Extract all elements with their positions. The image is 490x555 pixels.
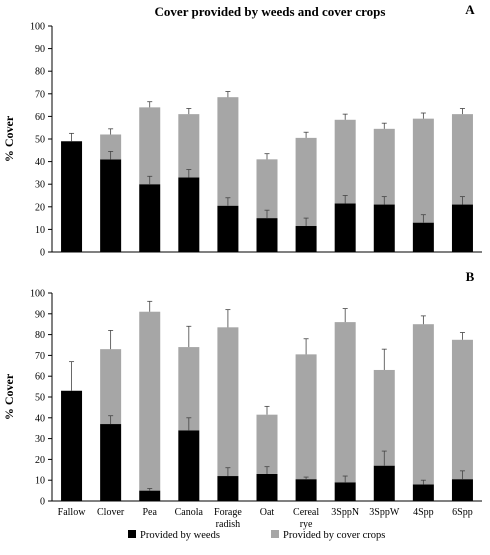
bar-weeds <box>256 218 278 252</box>
x-tick-label: 3SppN <box>331 507 359 518</box>
legend-swatch <box>271 530 279 538</box>
bar-weeds <box>295 479 317 501</box>
legend-swatch <box>128 530 136 538</box>
bar-cover-crops <box>451 114 473 205</box>
bar-cover-crops <box>139 107 161 185</box>
y-tick-label: 90 <box>35 309 45 320</box>
bar-weeds <box>412 222 434 252</box>
y-tick-label: 60 <box>35 112 45 123</box>
y-axis-label: % Cover <box>2 373 16 420</box>
bar-weeds <box>100 159 122 252</box>
y-tick-label: 90 <box>35 44 45 55</box>
bar-cover-crops <box>373 128 395 205</box>
y-tick-label: 70 <box>35 351 45 362</box>
y-tick-label: 10 <box>35 476 45 487</box>
bar-cover-crops <box>451 339 473 480</box>
x-tick-label: Pea <box>143 507 158 518</box>
bar-weeds <box>295 226 317 252</box>
y-tick-label: 40 <box>35 157 45 168</box>
y-tick-label: 0 <box>40 248 45 259</box>
bar-weeds <box>217 205 239 252</box>
y-tick-label: 30 <box>35 434 45 445</box>
bar-weeds <box>61 141 83 252</box>
bar-cover-crops <box>217 97 239 206</box>
y-tick-label: 80 <box>35 67 45 78</box>
x-tick-label: 4Spp <box>413 507 434 518</box>
y-axis-label: % Cover <box>2 115 16 162</box>
bar-weeds <box>451 204 473 252</box>
y-tick-label: 70 <box>35 89 45 100</box>
legend: Provided by weeds Provided by cover crops <box>128 530 385 541</box>
panel-label: B <box>466 269 475 284</box>
x-tick-label: Fallow <box>58 507 87 518</box>
bar-cover-crops <box>412 324 434 485</box>
x-tick-label: Forage <box>214 507 242 518</box>
bar-weeds <box>451 479 473 501</box>
x-tick-label: rye <box>300 519 313 530</box>
x-tick-label: Canola <box>175 507 204 518</box>
bar-cover-crops <box>373 369 395 466</box>
y-tick-label: 100 <box>30 289 45 300</box>
bar-cover-crops <box>295 354 317 480</box>
bar-cover-crops <box>256 159 278 219</box>
x-tick-label: 6Spp <box>452 507 473 518</box>
bar-cover-crops <box>139 311 161 491</box>
bar-weeds <box>412 484 434 501</box>
bar-cover-crops <box>178 347 200 431</box>
x-tick-label: 3SppW <box>369 507 400 518</box>
legend-label: Provided by weeds <box>140 530 220 541</box>
y-tick-label: 50 <box>35 393 45 404</box>
bar-weeds <box>334 203 356 252</box>
y-tick-label: 50 <box>35 135 45 146</box>
bar-cover-crops <box>100 134 122 160</box>
bar-cover-crops <box>100 349 122 425</box>
y-tick-label: 20 <box>35 455 45 466</box>
bar-weeds <box>100 424 122 501</box>
y-tick-label: 40 <box>35 413 45 424</box>
bar-weeds <box>178 430 200 501</box>
bar-cover-crops <box>412 118 434 223</box>
bar-weeds <box>139 490 161 501</box>
bar-weeds <box>373 204 395 252</box>
y-tick-label: 0 <box>40 497 45 508</box>
bar-cover-crops <box>217 327 239 477</box>
bar-cover-crops <box>178 114 200 178</box>
x-tick-label: Oat <box>260 507 275 518</box>
y-tick-label: 20 <box>35 202 45 213</box>
bar-weeds <box>139 184 161 252</box>
chart-title: Cover provided by weeds and cover crops <box>155 4 386 19</box>
panel-label: A <box>465 2 475 17</box>
bar-weeds <box>178 177 200 252</box>
y-tick-label: 10 <box>35 225 45 236</box>
y-tick-label: 100 <box>30 22 45 33</box>
y-tick-label: 30 <box>35 180 45 191</box>
y-tick-label: 60 <box>35 372 45 383</box>
bar-cover-crops <box>256 414 278 474</box>
bar-cover-crops <box>295 137 317 227</box>
bar-cover-crops <box>334 322 356 483</box>
bar-cover-crops <box>334 119 356 204</box>
x-tick-label: radish <box>216 519 240 530</box>
bar-weeds <box>373 465 395 501</box>
y-tick-label: 80 <box>35 330 45 341</box>
bar-weeds <box>334 482 356 501</box>
bar-weeds <box>61 390 83 501</box>
bar-weeds <box>217 476 239 501</box>
panel-a: 0 10 20 30 40 50 60 70 80 90 100 % Cover A <box>2 2 482 259</box>
bar-weeds <box>256 473 278 501</box>
panel-b: 0 10 20 30 40 50 60 70 80 90 100 % Cover B Fallow Clov… <box>2 269 482 530</box>
x-tick-label: Cereal <box>293 507 319 518</box>
legend-label: Provided by cover crops <box>283 530 385 541</box>
x-tick-label: Clover <box>97 507 125 518</box>
